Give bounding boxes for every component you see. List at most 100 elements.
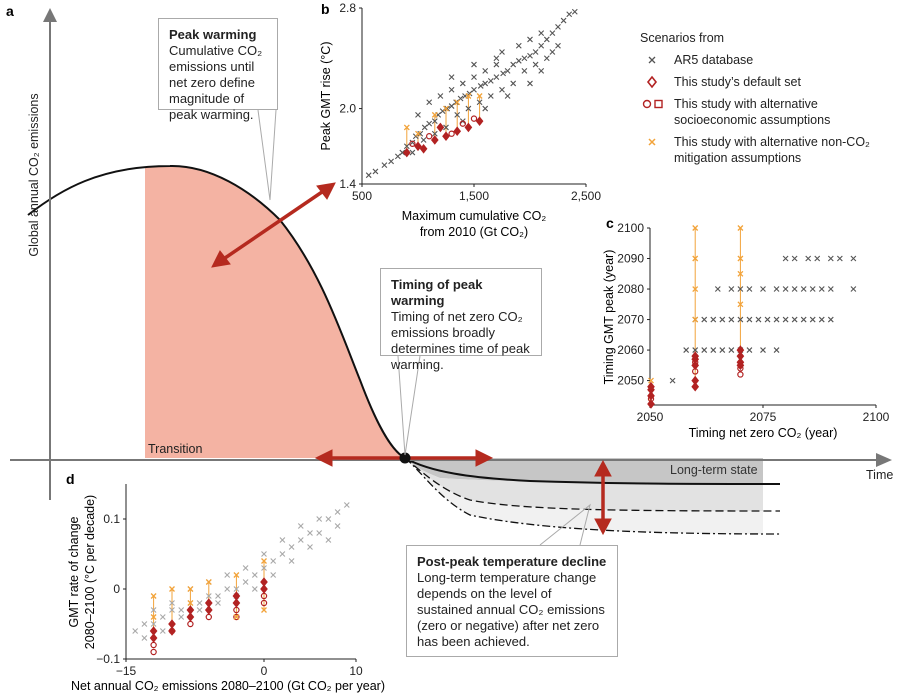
chart-c-point <box>691 381 700 392</box>
chart-b-point <box>499 49 505 55</box>
chart-b-point <box>521 55 528 62</box>
chart-d-point <box>288 558 295 564</box>
timing-callout: Timing of peak warming Timing of net zer… <box>380 268 542 372</box>
chart-d-point <box>261 558 267 564</box>
chart-b-x-tick-label: 500 <box>352 189 372 203</box>
chart-c-point <box>692 359 699 366</box>
chart-d-point <box>169 600 175 606</box>
transition-label: Transition <box>148 442 202 456</box>
chart-d-point <box>233 606 240 614</box>
chart-b-point <box>443 124 449 131</box>
chart-b-point <box>426 133 433 140</box>
chart-b-point <box>444 105 451 112</box>
chart-c-point <box>737 286 744 292</box>
chart-c-x-tick-label: 2100 <box>863 410 890 424</box>
panel-label-d: d <box>66 471 75 487</box>
legend: Scenarios from AR5 database This study’s… <box>640 30 890 166</box>
chart-d-point <box>168 627 176 635</box>
chart-c-point <box>728 286 735 292</box>
legend-label-socioeconomic: This study with alternative socioeconomi… <box>674 97 831 127</box>
chart-c-point <box>746 347 753 353</box>
chart-d-point <box>288 544 295 550</box>
chart-b-point <box>443 105 449 112</box>
chart-b-point <box>500 70 507 77</box>
chart-d-point <box>261 607 267 613</box>
chart-c-point <box>746 286 753 292</box>
chart-c-y-tick-label: 2060 <box>617 343 644 357</box>
chart-b-point <box>471 61 477 68</box>
chart-c-point <box>710 347 717 353</box>
chart-d-point <box>150 614 157 620</box>
chart-d-point <box>204 598 213 608</box>
chart-d-ylabel-1: GMT rate of change <box>67 516 81 627</box>
legend-label-nonco2: This study with alternative non-CO₂ miti… <box>674 135 870 165</box>
chart-c-xlabel: Timing net zero CO₂ (year) <box>689 426 838 440</box>
chart-d-point <box>178 607 185 613</box>
chart-b-point <box>532 61 539 68</box>
chart-b-y-tick-label: 2.0 <box>339 102 356 116</box>
emissions-curve <box>27 164 781 485</box>
chart-d-point <box>325 537 332 543</box>
chart-b-point <box>521 67 528 74</box>
chart-c-point <box>782 286 789 292</box>
chart-c-point <box>800 316 807 323</box>
chart-b-point <box>510 80 517 87</box>
legend-label-ar5: AR5 database <box>674 53 754 67</box>
chart-b-point <box>515 42 522 49</box>
chart-d-point <box>270 558 277 564</box>
chart-b-point <box>436 122 445 133</box>
panel-label-a: a <box>6 3 14 19</box>
chart-b-point <box>365 172 372 179</box>
chart-c-point <box>850 286 857 292</box>
chart-b-point <box>527 36 533 43</box>
chart-b-point <box>493 74 500 81</box>
y-axis-label: Global annual CO₂ emissions <box>27 93 41 256</box>
chart-b-point <box>437 93 444 99</box>
x-axis-label: Time <box>866 468 893 482</box>
chart-b-point <box>426 99 433 106</box>
legend-item-nonco2: This study with alternative non-CO₂ miti… <box>640 134 890 166</box>
chart-b-point <box>431 118 438 125</box>
chart-c-point <box>692 347 699 353</box>
chart-d-point <box>196 600 203 606</box>
transition-area <box>145 165 405 458</box>
chart-b-point <box>372 168 379 175</box>
chart-d-point <box>150 607 157 613</box>
chart-d-point <box>178 614 185 620</box>
chart-c-point <box>737 316 744 323</box>
legend-label-default: This study’s default set <box>674 75 801 89</box>
chart-b-point <box>532 49 539 55</box>
chart-d-point <box>141 621 148 627</box>
chart-d-y-tick-label: 0 <box>113 582 120 596</box>
chart-b-point <box>459 80 466 87</box>
decline-body: Long-term temperature change depends on … <box>417 570 605 649</box>
circle-square-marker-icon <box>642 99 663 109</box>
chart-b-point <box>538 42 545 49</box>
chart-d-point <box>316 530 323 536</box>
chart-c-point <box>755 316 762 323</box>
chart-b-xlabel-2: from 2010 (Gt CO₂) <box>420 225 528 239</box>
chart-d-point <box>187 586 194 592</box>
chart-c-point <box>760 347 766 353</box>
chart-b-x-tick-label: 1,500 <box>459 189 489 203</box>
chart-b: 500 1,500 2,500 1.4 2.0 2.8 Maximum cumulative… <box>319 1 601 239</box>
chart-b-y-tick-label: 2.8 <box>339 1 356 15</box>
chart-c-point <box>809 316 816 323</box>
chart-c-point <box>791 255 798 262</box>
legend-title: Scenarios from <box>640 31 725 45</box>
chart-b-point <box>381 162 388 169</box>
chart-d-point <box>334 523 341 529</box>
chart-b-point <box>543 36 550 43</box>
chart-d-x-tick-label: −15 <box>116 664 137 678</box>
chart-b-point <box>426 120 433 127</box>
chart-d-point <box>169 607 175 613</box>
chart-d-point <box>168 619 176 629</box>
chart-b-point <box>477 83 484 89</box>
peak-warming-title: Peak warming <box>169 27 257 42</box>
longterm-band-mid <box>405 458 763 511</box>
chart-c-point <box>692 255 699 262</box>
decline-arrow <box>594 459 612 536</box>
chart-b-point <box>482 80 489 87</box>
chart-c-point <box>791 286 798 292</box>
chart-d-x-tick-label: 10 <box>349 664 363 678</box>
